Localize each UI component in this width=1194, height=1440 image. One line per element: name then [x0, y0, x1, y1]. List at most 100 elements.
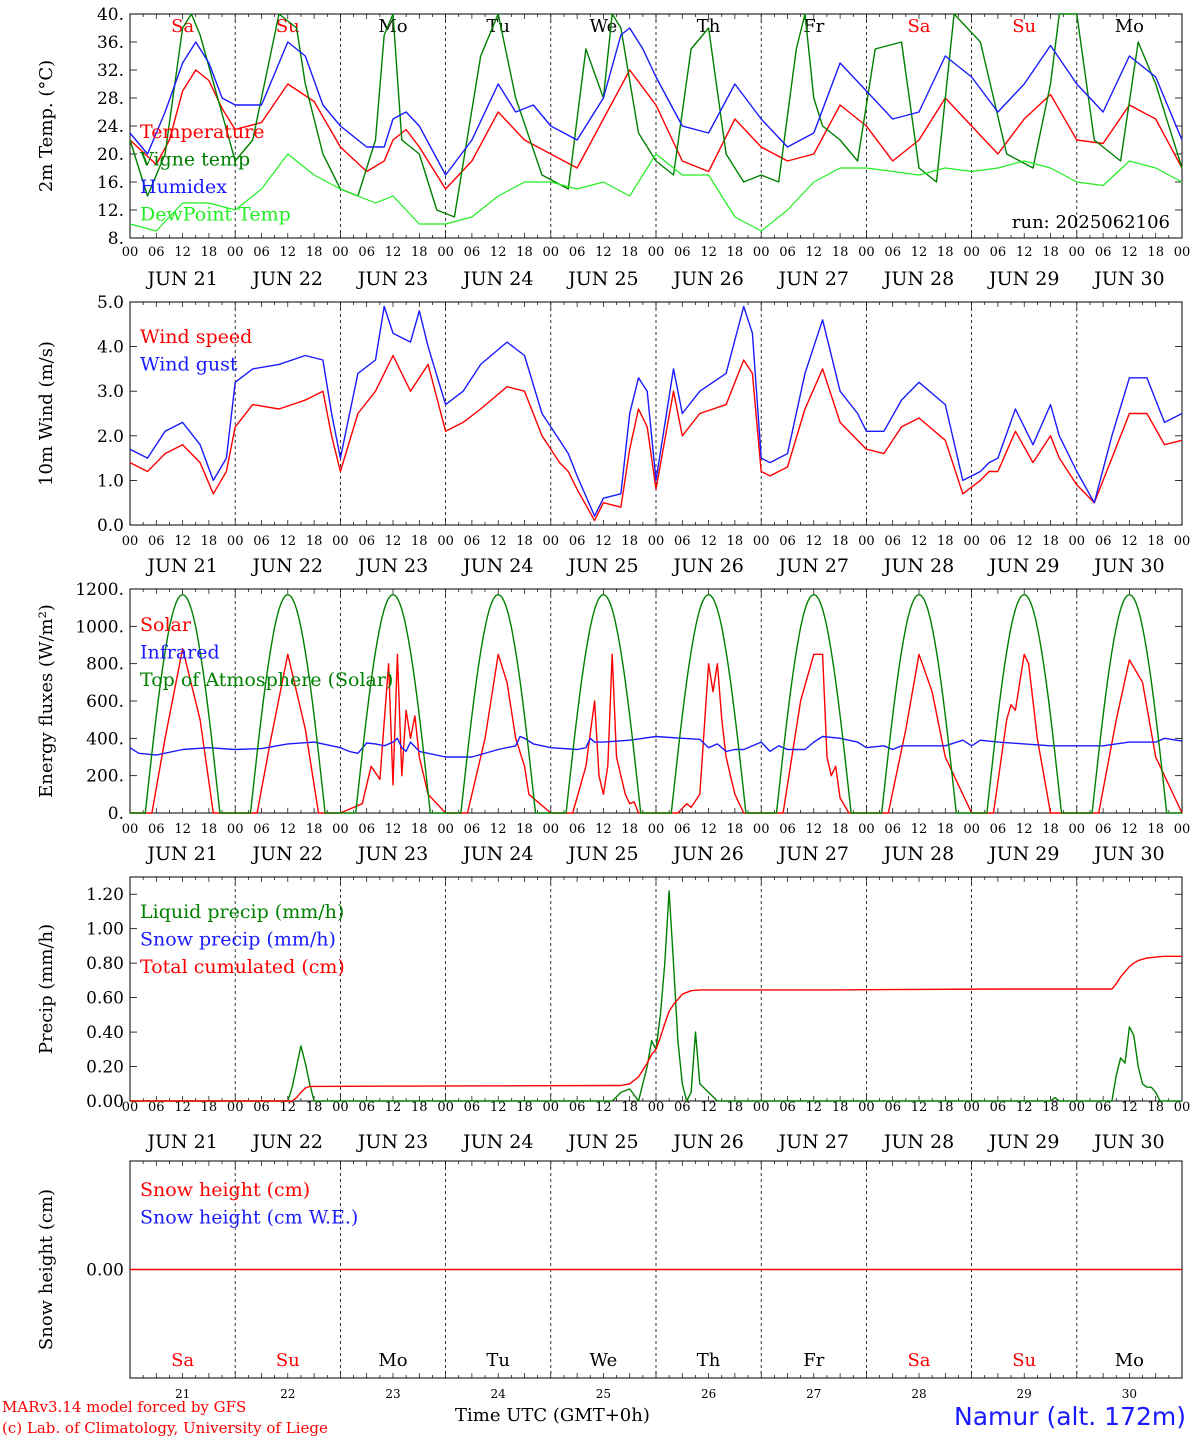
- precip-date-label: JUN 28: [882, 1131, 954, 1153]
- wind-hour-label: 18: [621, 534, 638, 549]
- energy-hour-label: 06: [253, 822, 270, 837]
- lab-credit: (c) Lab. of Climatology, University of L…: [2, 1419, 328, 1437]
- precip-hour-label: 06: [674, 1100, 691, 1115]
- snow-day-number: 26: [701, 1387, 716, 1401]
- wind-series-wind-gust: [129, 305, 1183, 517]
- wind-hour-label: 06: [358, 534, 375, 549]
- energy-date-label: JUN 29: [987, 843, 1059, 865]
- wind-hour-label: 06: [464, 534, 481, 549]
- temp-hour-label: 18: [201, 245, 218, 260]
- wind-hour-label: 06: [990, 534, 1007, 549]
- temp-hour-label: 00: [858, 245, 875, 260]
- energy-ytick-label: 200.: [86, 767, 124, 787]
- snow-weekday-label: We: [590, 1350, 618, 1371]
- precip-ytick-label: 0.20: [86, 1058, 124, 1078]
- wind-ytick-label: 1.0: [97, 471, 124, 491]
- precip-hour-label: 18: [516, 1100, 533, 1115]
- energy-hour-label: 06: [358, 822, 375, 837]
- wind-hour-label: 00: [1069, 534, 1086, 549]
- precip-hour-label: 00: [1174, 1100, 1191, 1115]
- energy-hour-label: 12: [385, 822, 402, 837]
- energy-hour-label: 12: [490, 822, 507, 837]
- temp-hour-label: 06: [464, 245, 481, 260]
- energy-date-label: JUN 21: [145, 843, 217, 865]
- energy-hour-label: 00: [332, 822, 349, 837]
- wind-ytick-label: 2.0: [97, 427, 124, 447]
- wind-ytick-label: 0.0: [97, 516, 124, 536]
- wind-hour-label: 18: [306, 534, 323, 549]
- snow-weekday-label: Mo: [1115, 1350, 1144, 1371]
- temp-date-label: JUN 24: [461, 268, 533, 290]
- wind-hour-label: 06: [1095, 534, 1112, 549]
- wind-hour-label: 06: [253, 534, 270, 549]
- wind-hour-label: 18: [201, 534, 218, 549]
- energy-hour-label: 18: [306, 822, 323, 837]
- precip-hour-label: 18: [937, 1100, 954, 1115]
- temp-series-temperature: [129, 69, 1183, 190]
- precip-hour-label: 12: [490, 1100, 507, 1115]
- wind-hour-label: 12: [280, 534, 297, 549]
- wind-hour-label: 06: [779, 534, 796, 549]
- temp-hour-label: 06: [779, 245, 796, 260]
- temp-hour-label: 12: [1121, 245, 1138, 260]
- temp-date-label: JUN 21: [145, 268, 217, 290]
- energy-hour-label: 06: [464, 822, 481, 837]
- snow-day-number: 24: [491, 1387, 507, 1401]
- wind-hour-label: 12: [595, 534, 612, 549]
- temp-hour-label: 00: [648, 245, 665, 260]
- temp-weekday-label: Tu: [486, 16, 510, 37]
- temp-hour-label: 12: [700, 245, 717, 260]
- wind-hour-label: 06: [674, 534, 691, 549]
- temp-ytick-label: 12.: [97, 201, 124, 221]
- wind-date-label: JUN 21: [145, 555, 217, 577]
- temp-date-label: JUN 29: [987, 268, 1059, 290]
- temp-hour-label: 18: [1042, 245, 1059, 260]
- energy-hour-label: 06: [779, 822, 796, 837]
- precip-hour-label: 12: [806, 1100, 823, 1115]
- energy-hour-label: 18: [201, 822, 218, 837]
- wind-hour-label: 00: [753, 534, 770, 549]
- temp-date-label: JUN 25: [566, 268, 638, 290]
- energy-date-label: JUN 22: [251, 843, 323, 865]
- snow-weekday-label: Su: [276, 1350, 300, 1371]
- snow-weekday-label: Su: [1012, 1350, 1036, 1371]
- precip-date-label: JUN 22: [251, 1131, 323, 1153]
- temp-ytick-label: 28.: [97, 89, 124, 109]
- energy-date-label: JUN 24: [461, 843, 533, 865]
- energy-ytick-label: 800.: [86, 655, 124, 675]
- temp-ytick-label: 36.: [97, 33, 124, 53]
- precip-hour-label: 06: [1095, 1100, 1112, 1115]
- temp-hour-label: 18: [937, 245, 954, 260]
- snow-day-number: 23: [385, 1387, 400, 1401]
- snow-ytick-label: 0.00: [86, 1261, 124, 1281]
- energy-hour-label: 06: [569, 822, 586, 837]
- temp-hour-label: 18: [516, 245, 533, 260]
- energy-hour-label: 00: [122, 822, 139, 837]
- snow-day-number: 21: [175, 1387, 190, 1401]
- energy-hour-label: 12: [1016, 822, 1033, 837]
- energy-ytick-label: 600.: [86, 692, 124, 712]
- energy-legend-item: Solar: [140, 614, 192, 636]
- temp-hour-label: 06: [253, 245, 270, 260]
- precip-hour-label: 06: [464, 1100, 481, 1115]
- precip-hour-label: 12: [1121, 1100, 1138, 1115]
- precip-hour-label: 00: [332, 1100, 349, 1115]
- energy-date-label: JUN 30: [1092, 843, 1164, 865]
- temp-date-label: JUN 28: [882, 268, 954, 290]
- energy-hour-label: 12: [174, 822, 191, 837]
- wind-hour-label: 12: [174, 534, 191, 549]
- snow-weekday-label: Mo: [378, 1350, 407, 1371]
- temp-weekday-label: Su: [276, 16, 300, 37]
- snow-day-number: 30: [1122, 1387, 1137, 1401]
- wind-hour-label: 18: [1042, 534, 1059, 549]
- temp-legend-item: Humidex: [140, 176, 227, 198]
- precip-hour-label: 12: [280, 1100, 297, 1115]
- temp-hour-label: 18: [306, 245, 323, 260]
- energy-hour-label: 18: [727, 822, 744, 837]
- temp-hour-label: 00: [1069, 245, 1086, 260]
- wind-date-label: JUN 23: [356, 555, 428, 577]
- temp-series-humidex: [129, 27, 1183, 176]
- temp-hour-label: 18: [832, 245, 849, 260]
- temp-hour-label: 06: [1095, 245, 1112, 260]
